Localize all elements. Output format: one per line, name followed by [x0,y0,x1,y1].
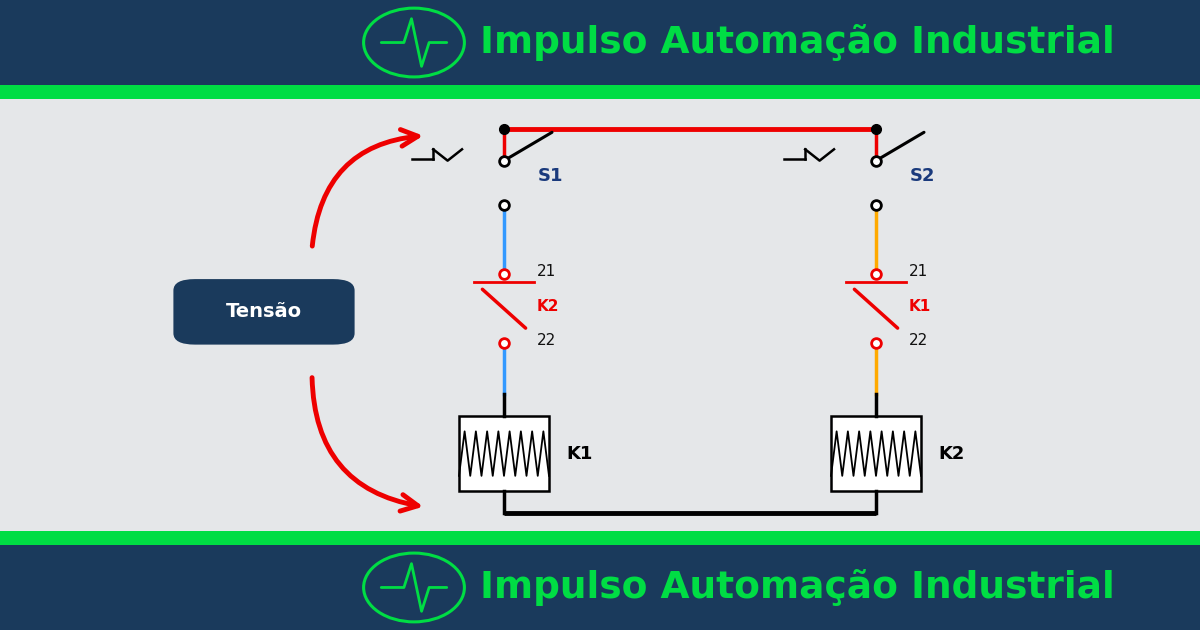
Bar [0,85,1200,99]
Text: Impulso Automação Industrial: Impulso Automação Industrial [480,569,1115,606]
Text: 22: 22 [908,333,928,348]
FancyBboxPatch shape [174,279,355,345]
Text: 21: 21 [536,264,556,279]
Bar [0,99,1200,531]
Bar [0,531,1200,545]
Text: S2: S2 [910,168,935,185]
Bar [830,416,922,491]
Text: Diagrama elétrico de intertravamento: Diagrama elétrico de intertravamento [274,51,926,81]
Bar [0,0,1200,85]
Text: K1: K1 [908,299,931,314]
Text: Impulso Automação Industrial: Impulso Automação Industrial [480,24,1115,61]
Text: S1: S1 [538,168,563,185]
Text: K2: K2 [536,299,559,314]
Text: Tensão: Tensão [226,302,302,321]
Text: K1: K1 [566,445,593,462]
Bar [0,545,1200,630]
Text: 21: 21 [908,264,928,279]
Bar [458,416,550,491]
Text: 22: 22 [536,333,556,348]
Text: K2: K2 [938,445,965,462]
